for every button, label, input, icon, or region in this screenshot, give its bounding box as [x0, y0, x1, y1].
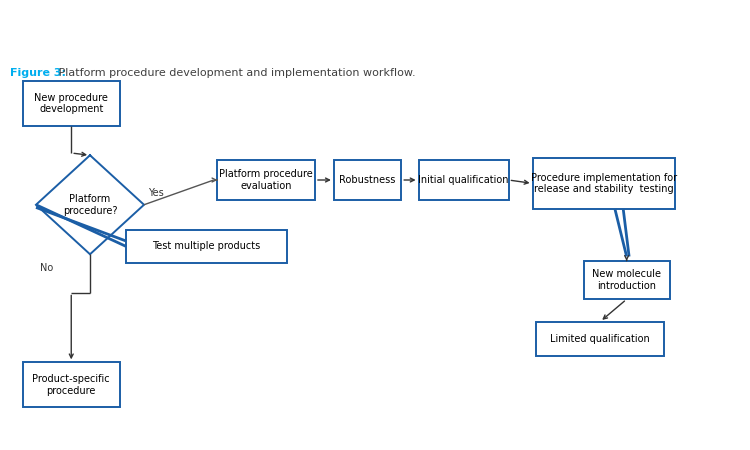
- FancyBboxPatch shape: [536, 322, 664, 356]
- Text: Platform procedure development and implementation workflow.: Platform procedure development and imple…: [55, 68, 416, 78]
- Text: Platform
procedure?: Platform procedure?: [63, 194, 117, 216]
- Text: Figure 3:: Figure 3:: [10, 68, 66, 78]
- Text: Initial qualification: Initial qualification: [419, 175, 509, 185]
- FancyBboxPatch shape: [22, 362, 120, 407]
- Text: New procedure
development: New procedure development: [34, 93, 108, 114]
- FancyBboxPatch shape: [584, 261, 670, 299]
- FancyBboxPatch shape: [334, 160, 401, 200]
- Text: Test multiple products: Test multiple products: [152, 241, 261, 252]
- Text: Procedure implementation for
release and stability  testing: Procedure implementation for release and…: [531, 172, 676, 194]
- Text: No: No: [40, 263, 53, 273]
- Text: Product-specific
procedure: Product-specific procedure: [32, 374, 110, 396]
- Text: New molecule
introduction: New molecule introduction: [592, 269, 662, 291]
- Text: Platform procedure
evaluation: Platform procedure evaluation: [219, 169, 314, 191]
- FancyBboxPatch shape: [126, 230, 287, 263]
- Text: Limited qualification: Limited qualification: [550, 333, 650, 344]
- FancyBboxPatch shape: [217, 160, 315, 200]
- FancyBboxPatch shape: [419, 160, 509, 200]
- FancyBboxPatch shape: [22, 81, 120, 126]
- Text: Robustness: Robustness: [339, 175, 396, 185]
- Text: Yes: Yes: [148, 188, 164, 198]
- FancyBboxPatch shape: [532, 158, 675, 209]
